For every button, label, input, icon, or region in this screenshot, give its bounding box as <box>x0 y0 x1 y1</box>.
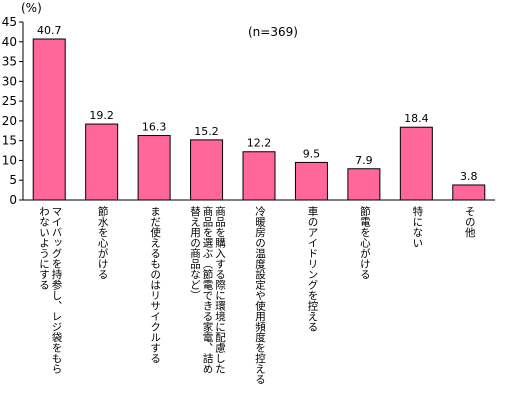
y-axis-unit: (%) <box>21 1 42 15</box>
bar <box>32 38 66 201</box>
data-label: 16.3 <box>142 121 167 134</box>
bar <box>294 161 328 201</box>
bar <box>347 168 381 201</box>
category-label-line: 冷暖房の温度設定や使用頻度を控える <box>254 205 266 384</box>
y-tick-label: 45 <box>2 15 17 29</box>
category-label-line: 替え用の商品など） <box>189 205 201 300</box>
category-label: 車のアイドリングを控える <box>306 205 318 332</box>
y-tick-label: 5 <box>9 173 17 187</box>
category-label-line: 商品を購入する際に環境に配慮した <box>214 205 226 374</box>
y-tick-label: 20 <box>2 114 17 128</box>
category-label: 節電を心がける <box>359 205 371 279</box>
bar <box>242 151 276 201</box>
bar <box>85 123 119 201</box>
sample-size-note: (n=369) <box>248 25 298 39</box>
y-axis: 0 5 10 15 20 25 30 35 40 45 <box>2 15 24 207</box>
bar <box>137 135 171 201</box>
bars: 40.7 19.2 16.3 15.2 12.2 9.5 7.9 18.4 3.8 <box>32 24 486 201</box>
data-label: 19.2 <box>89 109 114 122</box>
data-label: 15.2 <box>194 125 219 138</box>
y-tick-label: 0 <box>9 193 17 207</box>
data-label: 9.5 <box>303 147 321 160</box>
data-label: 3.8 <box>460 170 478 183</box>
bar <box>452 184 486 201</box>
category-label: 特にない <box>411 206 423 248</box>
y-tick-label: 10 <box>2 153 17 167</box>
category-label-line: その他 <box>464 206 476 238</box>
y-tick-label: 35 <box>2 55 17 69</box>
data-label: 18.4 <box>404 112 429 125</box>
category-label-line: マイバッグを持参し、レジ袋をもら <box>50 206 62 375</box>
category-label-line: 商品を選ぶ（節電できる家電、詰め <box>202 205 214 374</box>
category-label-line: 特にない <box>411 206 423 248</box>
data-label: 7.9 <box>355 154 373 167</box>
y-tick-label: 30 <box>2 74 17 88</box>
y-tick-label: 25 <box>2 94 17 108</box>
category-label: その他 <box>464 206 476 238</box>
category-label: 冷暖房の温度設定や使用頻度を控える <box>254 205 266 384</box>
category-label-line: 車のアイドリングを控える <box>306 205 318 332</box>
bar <box>399 126 433 201</box>
category-label: 節水を心がける <box>97 205 109 279</box>
y-tick-label: 15 <box>2 134 17 148</box>
category-label-line: わないようにする <box>38 206 50 290</box>
category-label-line: まだ使えるものはリサイクルする <box>149 206 161 364</box>
category-label-line: 節電を心がける <box>359 205 371 279</box>
data-label: 12.2 <box>247 137 272 150</box>
y-tick-label: 40 <box>2 35 17 49</box>
data-label: 40.7 <box>37 24 62 37</box>
category-label: 商品を購入する際に環境に配慮した商品を選ぶ（節電できる家電、詰め替え用の商品など… <box>189 205 226 374</box>
bar <box>190 139 224 201</box>
category-label-line: 節水を心がける <box>97 205 109 279</box>
category-label: まだ使えるものはリサイクルする <box>149 206 161 364</box>
